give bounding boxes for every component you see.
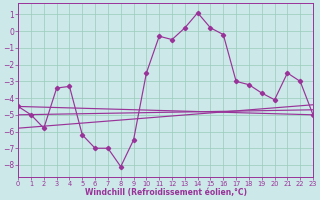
- X-axis label: Windchill (Refroidissement éolien,°C): Windchill (Refroidissement éolien,°C): [84, 188, 247, 197]
